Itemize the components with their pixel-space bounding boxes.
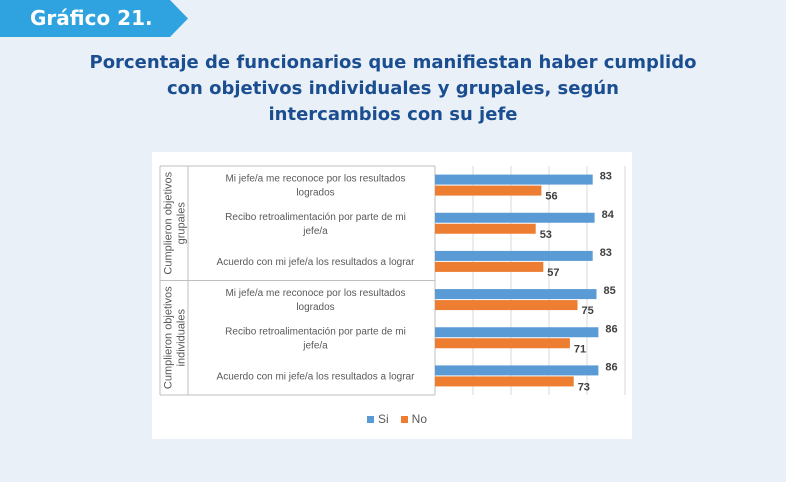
- data-label-no: 73: [578, 381, 590, 393]
- data-label-si: 86: [605, 361, 617, 373]
- bar-no: [435, 223, 536, 234]
- data-label-si: 85: [604, 285, 616, 297]
- data-label-no: 53: [540, 229, 552, 241]
- legend-swatch-no: [400, 415, 408, 423]
- category-label: Recibo retroalimentación por parte de mi…: [225, 212, 406, 237]
- legend-swatch-si: [367, 415, 374, 423]
- data-label-si: 84: [602, 209, 615, 221]
- category-label: Acuerdo con mi jefe/a los resultados a l…: [217, 371, 416, 382]
- chart-panel: Cumplieron objetivosgrupales Mi jefe/a me…: [152, 152, 632, 439]
- bar-si: [435, 250, 593, 261]
- legend-label-si: Si: [378, 412, 389, 426]
- bar-si: [435, 365, 599, 376]
- chart-number-badge: Gráfico 21.: [0, 0, 188, 37]
- bar-si: [435, 174, 593, 185]
- data-label-no: 57: [547, 267, 559, 279]
- chart-title-line: intercambios con su jefe: [268, 104, 518, 125]
- legend-label-no: No: [411, 412, 428, 426]
- category-label: Acuerdo con mi jefe/a los resultados a l…: [217, 257, 416, 268]
- data-label-no: 56: [545, 191, 557, 203]
- bar-si: [435, 289, 597, 300]
- group-label: Cumplieron objetivosindividuales: [163, 286, 188, 389]
- legend-item-no: No: [400, 412, 428, 426]
- chart-title: Porcentaje de funcionarios que manifiest…: [80, 50, 706, 128]
- chart-number-label: Gráfico 21.: [30, 6, 153, 30]
- legend-item-si: Si: [367, 412, 389, 426]
- category-label: Recibo retroalimentación por parte de mi…: [225, 326, 406, 351]
- data-label-si: 83: [600, 171, 612, 183]
- bar-no: [435, 185, 542, 196]
- data-label-no: 71: [574, 343, 586, 355]
- bar-no: [435, 261, 544, 272]
- data-label-si: 83: [600, 247, 612, 259]
- chart-title-line: con objetivos individuales y grupales, s…: [167, 78, 619, 99]
- group-label: Cumplieron objetivosgrupales: [163, 171, 188, 274]
- badge-arrow-shape: [0, 0, 188, 37]
- chart-title-line: Porcentaje de funcionarios que manifiest…: [89, 52, 697, 73]
- bar-no: [435, 376, 574, 387]
- data-label-no: 75: [582, 305, 594, 317]
- bar-si: [435, 212, 595, 223]
- category-label: Mi jefe/a me reconoce por los resultados…: [225, 174, 405, 199]
- bar-si: [435, 327, 599, 338]
- category-label: Mi jefe/a me reconoce por los resultados…: [225, 288, 405, 313]
- bar-chart: Cumplieron objetivosgrupales Mi jefe/a me…: [159, 165, 626, 396]
- bar-no: [435, 300, 578, 311]
- chart-legend: Si No: [367, 411, 439, 427]
- data-label-si: 86: [605, 323, 617, 335]
- bar-no: [435, 338, 570, 349]
